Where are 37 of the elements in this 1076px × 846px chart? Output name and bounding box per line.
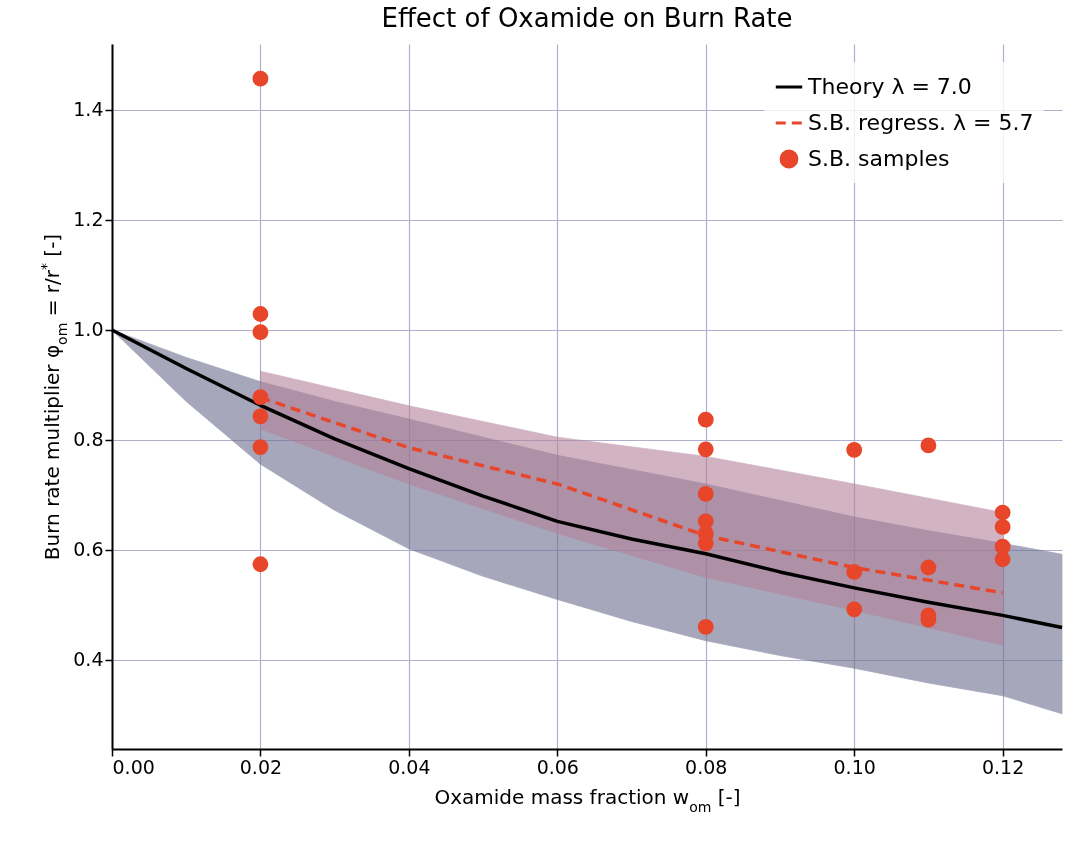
point — [697, 485, 714, 502]
point — [252, 389, 269, 405]
point — [252, 306, 269, 322]
x-tick-label: 0.06 — [536, 755, 579, 778]
y-tick-label: 0.8 — [73, 428, 104, 451]
x-tick-label: 0.00 — [112, 755, 155, 778]
point — [846, 601, 863, 618]
x-tick-label: 0.12 — [981, 755, 1025, 778]
point — [252, 408, 269, 425]
legend-label: S.B. regress. λ = 5.7 — [808, 110, 1034, 135]
point — [920, 559, 937, 576]
y-tick-label: 0.4 — [73, 648, 104, 671]
point — [252, 556, 269, 573]
point — [846, 441, 863, 458]
point — [252, 70, 269, 87]
point — [252, 439, 269, 455]
legend-label: Theory λ = 7.0 — [807, 74, 972, 99]
x-tick-label: 0.08 — [685, 755, 728, 778]
y-tick-label: 1.4 — [73, 98, 104, 121]
point — [697, 411, 714, 428]
y-tick-label: 1.2 — [73, 208, 104, 231]
y-tick-label: 0.6 — [73, 538, 104, 561]
point — [697, 441, 714, 458]
y-tick-label: 1.0 — [73, 318, 104, 341]
point — [994, 551, 1011, 568]
point — [994, 518, 1011, 535]
point — [920, 437, 937, 454]
point — [252, 324, 269, 341]
x-tick-label: 0.10 — [833, 755, 876, 778]
point — [846, 564, 863, 580]
x-tick-label: 0.02 — [239, 755, 283, 778]
x-tick-label: 0.04 — [388, 755, 431, 778]
legend-label: S.B. samples — [808, 146, 950, 171]
x-axis-title: Oxamide mass fraction w$_{om}$ [-] — [434, 784, 741, 815]
point — [697, 619, 714, 635]
point — [994, 504, 1011, 521]
chart-title: Effect of Oxamide on Burn Rate — [381, 3, 793, 33]
